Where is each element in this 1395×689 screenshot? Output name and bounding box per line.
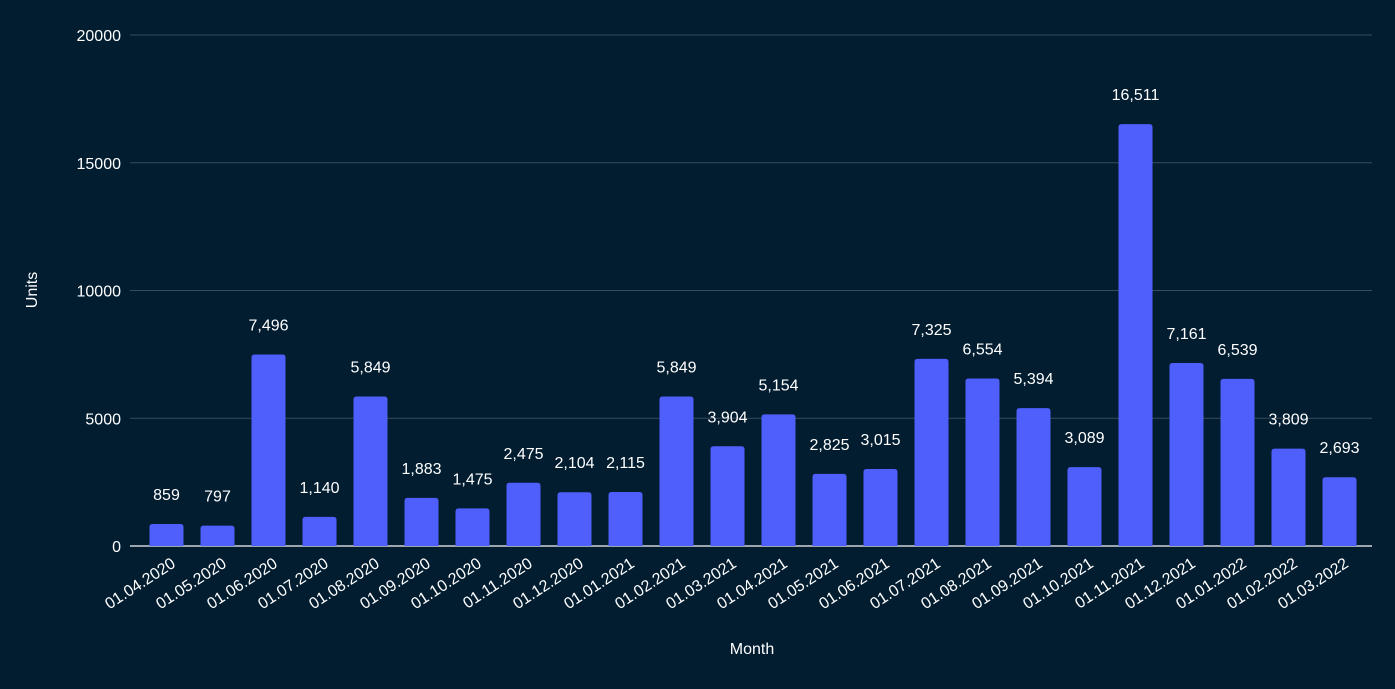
bar xyxy=(761,414,796,546)
bar xyxy=(455,508,490,546)
bar xyxy=(506,482,541,546)
data-label: 7,496 xyxy=(248,317,288,334)
data-label: 16,511 xyxy=(1112,87,1160,104)
data-label: 1,140 xyxy=(299,480,339,497)
bars xyxy=(149,124,1357,546)
bar xyxy=(965,378,1000,546)
gridlines xyxy=(130,34,1372,547)
bar xyxy=(1169,363,1204,546)
data-label: 5,154 xyxy=(758,377,798,394)
data-label: 3,089 xyxy=(1064,430,1104,447)
bar xyxy=(200,525,235,546)
bar xyxy=(1067,467,1102,546)
x-axis-ticks: 01.04.202001.05.202001.06.202001.07.2020… xyxy=(102,555,1352,613)
data-label: 2,104 xyxy=(554,455,594,472)
data-label: 797 xyxy=(204,489,231,506)
bar xyxy=(353,396,388,546)
bar xyxy=(863,468,898,546)
data-label: 1,883 xyxy=(401,461,441,478)
bar xyxy=(1271,448,1306,546)
data-labels: 859 797 7,496 1,140 5,849 1,883 1,475 2,475 2,10… xyxy=(153,87,1359,505)
data-label: 7,161 xyxy=(1166,326,1206,343)
bar xyxy=(1220,378,1255,546)
bar xyxy=(1016,408,1051,546)
data-label: 5,849 xyxy=(656,360,696,377)
bar xyxy=(659,396,694,546)
data-label: 6,554 xyxy=(962,342,1002,359)
bar xyxy=(1118,124,1153,546)
data-label: 3,809 xyxy=(1268,412,1308,429)
bar xyxy=(710,446,745,546)
bar xyxy=(557,492,592,546)
bar xyxy=(914,358,949,546)
data-label: 2,825 xyxy=(809,437,849,454)
data-label: 7,325 xyxy=(911,322,951,339)
data-label: 3,904 xyxy=(707,409,747,426)
y-tick-label: 0 xyxy=(112,539,121,556)
data-label: 1,475 xyxy=(452,471,492,488)
bar xyxy=(149,524,184,546)
bar xyxy=(812,473,847,546)
data-label: 2,475 xyxy=(503,446,543,463)
x-axis-label: Month xyxy=(730,641,774,658)
bar xyxy=(608,491,643,546)
y-tick-label: 20000 xyxy=(77,28,122,45)
y-tick-label: 10000 xyxy=(77,284,122,301)
bar xyxy=(251,354,286,546)
data-label: 3,015 xyxy=(860,432,900,449)
bar xyxy=(1322,477,1357,546)
y-tick-label: 15000 xyxy=(77,156,122,173)
bar xyxy=(404,497,439,546)
data-label: 859 xyxy=(153,487,180,504)
y-axis-label: Units xyxy=(24,272,41,308)
y-axis-ticks: 0 5000 10000 15000 20000 xyxy=(77,28,122,556)
data-label: 6,539 xyxy=(1217,342,1257,359)
data-label: 5,394 xyxy=(1013,371,1053,388)
data-label: 5,849 xyxy=(350,360,390,377)
data-label: 2,693 xyxy=(1319,440,1359,457)
data-label: 2,115 xyxy=(606,455,645,472)
y-tick-label: 5000 xyxy=(85,411,121,428)
bar xyxy=(302,516,337,546)
